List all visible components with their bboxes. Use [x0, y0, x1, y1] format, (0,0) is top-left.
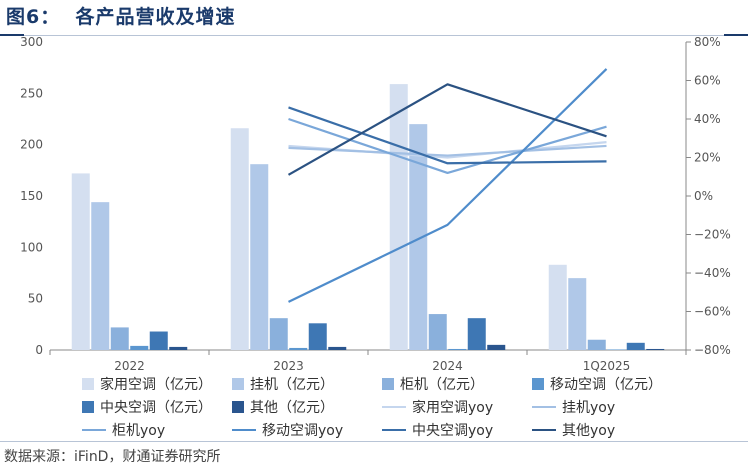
bar	[250, 164, 269, 350]
legend-item: 其他（亿元）	[232, 397, 382, 416]
bar	[289, 347, 308, 350]
bar	[587, 339, 606, 350]
left-axis-tick-label: 150	[20, 189, 43, 203]
left-axis-tick-label: 250	[20, 86, 43, 100]
legend-swatch	[382, 428, 406, 431]
bar	[467, 318, 486, 350]
legend-label: 其他（亿元）	[250, 399, 334, 416]
bar	[91, 202, 110, 350]
legend-swatch	[232, 400, 244, 413]
x-axis-tick-label: 1Q2025	[583, 359, 631, 372]
right-axis-tick-label: −40%	[694, 266, 731, 280]
legend-swatch	[382, 377, 394, 390]
bar	[269, 318, 288, 350]
legend-swatch	[532, 377, 544, 390]
legend-label: 移动空调（亿元）	[550, 376, 662, 393]
x-axis-tick-label: 2022	[114, 359, 145, 372]
legend-label: 挂机yoy	[562, 399, 616, 416]
bar	[71, 173, 90, 350]
source-note: 数据来源：iFinD，财通证券研究所	[4, 449, 221, 465]
legend-label: 柜机yoy	[112, 422, 166, 439]
footer-divider	[0, 441, 748, 442]
bar	[110, 327, 129, 350]
legend-item: 移动空调（亿元）	[532, 374, 682, 393]
right-axis-tick-label: −60%	[694, 305, 731, 319]
right-axis-tick-label: 0%	[694, 189, 713, 203]
legend-label: 挂机（亿元）	[250, 376, 334, 393]
legend-label: 家用空调yoy	[412, 399, 494, 416]
legend-label: 中央空调yoy	[412, 422, 494, 439]
bar	[487, 344, 506, 350]
chart-plot-area: 0 50 100 150 200 250 300 80% 60% 40% 20% 0% −20% −40%…	[20, 35, 731, 372]
legend-swatch	[82, 428, 106, 431]
bar	[409, 124, 428, 350]
legend-swatch	[82, 400, 94, 413]
series-line	[288, 106, 607, 165]
series-line	[288, 117, 607, 174]
right-axis-tick-label: −20%	[694, 228, 731, 242]
legend-item: 其他yoy	[532, 420, 682, 439]
bar	[389, 84, 408, 351]
legend-swatch	[232, 428, 256, 431]
left-axis-tick-label: 0	[35, 343, 43, 357]
right-axis-tick-label: 40%	[694, 112, 721, 126]
right-axis-tick-label: 80%	[694, 35, 721, 49]
legend-label: 柜机（亿元）	[400, 376, 484, 393]
legend-item: 移动空调yoy	[232, 420, 382, 439]
bar	[230, 128, 249, 350]
chart-legend: 家用空调（亿元） 挂机（亿元） 柜机（亿元） 移动空调（亿元） 中央空调（亿元） 其他（亿…	[82, 374, 682, 439]
legend-swatch	[82, 377, 94, 390]
bar	[646, 348, 665, 350]
legend-item: 家用空调（亿元）	[82, 374, 232, 393]
bar	[568, 278, 587, 350]
legend-swatch	[532, 405, 556, 408]
x-axis-tick-label: 2023	[273, 359, 304, 372]
series-line	[287, 83, 607, 176]
legend-label: 移动空调yoy	[262, 422, 344, 439]
left-axis-tick-label: 200	[20, 138, 43, 152]
legend-label: 中央空调（亿元）	[100, 399, 212, 416]
legend-item: 挂机（亿元）	[232, 374, 382, 393]
legend-label: 家用空调（亿元）	[100, 376, 212, 393]
legend-swatch	[532, 428, 556, 431]
right-axis-tick-label: −80%	[694, 343, 731, 357]
series-line	[288, 68, 608, 303]
legend-item: 中央空调yoy	[382, 420, 532, 439]
right-axis-tick-label: 60%	[694, 74, 721, 88]
legend-label: 其他yoy	[562, 422, 616, 439]
legend-swatch	[382, 405, 406, 408]
bar	[626, 342, 645, 350]
legend-item: 柜机（亿元）	[382, 374, 532, 393]
legend-item: 挂机yoy	[532, 397, 682, 416]
bar	[428, 314, 447, 350]
left-axis-tick-label: 100	[20, 240, 43, 254]
bar	[548, 264, 567, 350]
series-line	[288, 144, 607, 157]
bar	[169, 346, 188, 350]
bar	[328, 346, 347, 350]
bar	[448, 348, 467, 350]
legend-item: 家用空调yoy	[382, 397, 532, 416]
legend-item: 中央空调（亿元）	[82, 397, 232, 416]
bar	[607, 349, 626, 350]
right-axis-tick-label: 20%	[694, 151, 721, 165]
legend-swatch	[232, 377, 244, 390]
bar	[130, 345, 149, 350]
left-axis-tick-label: 50	[28, 292, 43, 306]
title-divider	[0, 34, 748, 36]
left-axis-tick-label: 300	[20, 35, 43, 49]
bar	[308, 323, 327, 350]
legend-item: 柜机yoy	[82, 420, 232, 439]
figure-title: 图6： 各产品营收及增速	[6, 6, 236, 28]
x-axis-tick-label: 2024	[432, 359, 463, 372]
bar	[149, 331, 168, 350]
